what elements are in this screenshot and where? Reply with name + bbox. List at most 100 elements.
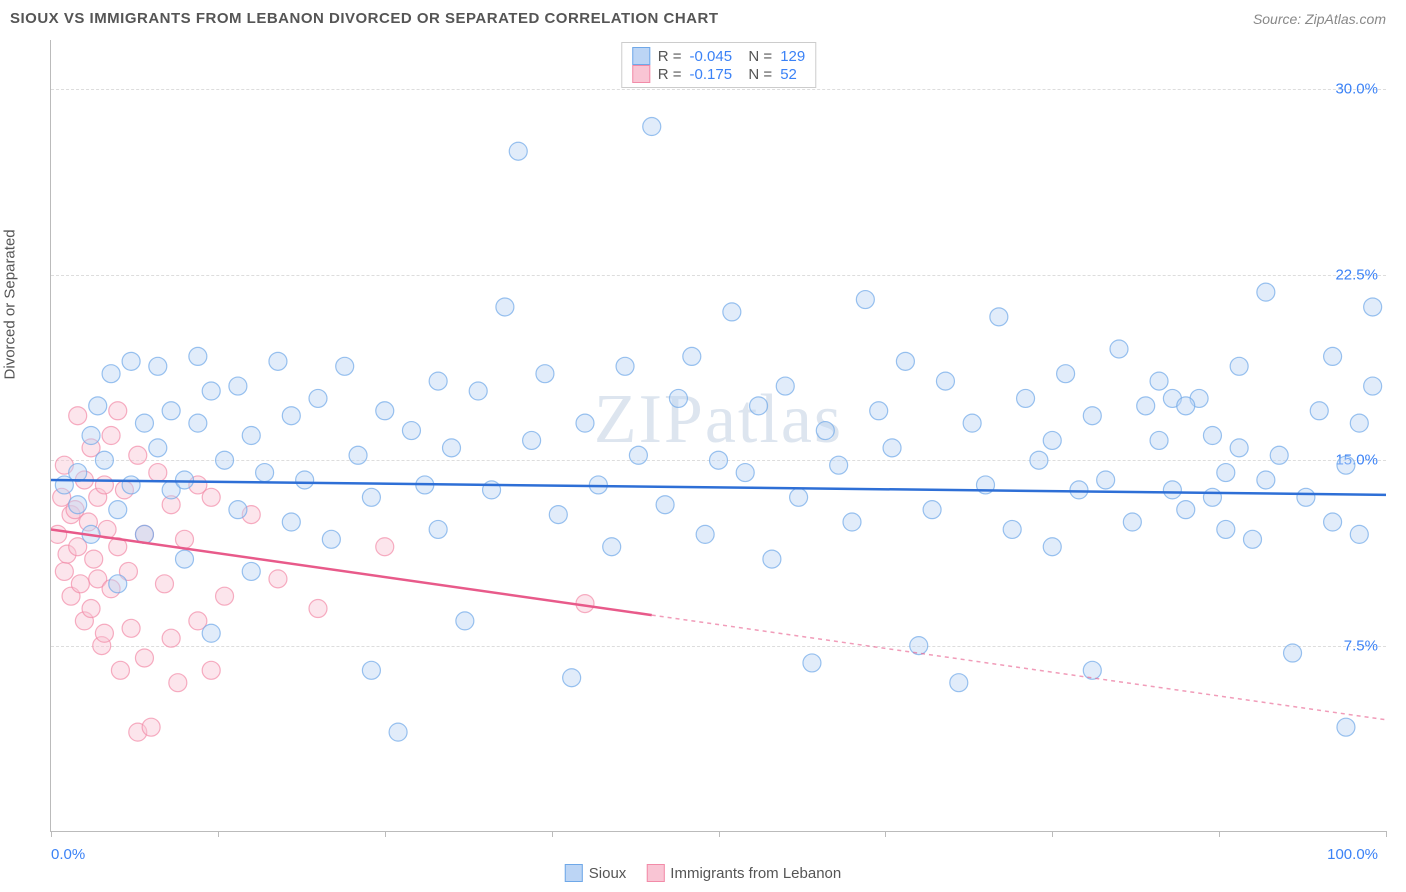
scatter-point (803, 654, 821, 672)
scatter-point (69, 496, 87, 514)
scatter-point (870, 402, 888, 420)
legend: 0.0% Sioux Immigrants from Lebanon (565, 864, 841, 882)
scatter-point (122, 619, 140, 637)
scatter-point (122, 476, 140, 494)
scatter-point (336, 357, 354, 375)
scatter-point (162, 402, 180, 420)
scatter-point (322, 530, 340, 548)
scatter-point (1083, 407, 1101, 425)
scatter-point (950, 674, 968, 692)
scatter-point (176, 530, 194, 548)
scatter-point (1324, 347, 1342, 365)
scatter-point (910, 637, 928, 655)
sioux-swatch-icon (565, 864, 583, 882)
scatter-point (1177, 397, 1195, 415)
scatter-point (109, 575, 127, 593)
scatter-point (723, 303, 741, 321)
scatter-point (376, 402, 394, 420)
scatter-point (1057, 365, 1075, 383)
scatter-point (1257, 471, 1275, 489)
sioux-swatch-icon (632, 47, 650, 65)
scatter-point (576, 414, 594, 432)
legend-item-sioux: Sioux (565, 864, 627, 882)
scatter-point (1017, 389, 1035, 407)
x-axis-end-label: 100.0% (1327, 846, 1378, 863)
x-tick-mark (1052, 831, 1053, 837)
lebanon-swatch-icon (632, 65, 650, 83)
source-label: Source: ZipAtlas.com (1253, 11, 1386, 27)
scatter-point (456, 612, 474, 630)
scatter-point (109, 501, 127, 519)
scatter-point (696, 525, 714, 543)
scatter-point (1270, 446, 1288, 464)
regression-line (51, 480, 1386, 495)
scatter-point (216, 451, 234, 469)
scatter-point (1150, 431, 1168, 449)
scatter-point (202, 661, 220, 679)
scatter-point (1310, 402, 1328, 420)
chart-title: SIOUX VS IMMIGRANTS FROM LEBANON DIVORCE… (10, 10, 719, 27)
scatter-point (149, 357, 167, 375)
scatter-point (963, 414, 981, 432)
lebanon-r-value: -0.175 (690, 66, 733, 83)
scatter-point (102, 365, 120, 383)
scatter-point (389, 723, 407, 741)
scatter-point (990, 308, 1008, 326)
scatter-point (790, 488, 808, 506)
r-label: R = (658, 66, 682, 83)
scatter-point (176, 471, 194, 489)
scatter-point (229, 501, 247, 519)
scatter-point (189, 414, 207, 432)
n-label: N = (740, 66, 772, 83)
scatter-point (362, 661, 380, 679)
x-tick-mark (385, 831, 386, 837)
scatter-point (51, 525, 67, 543)
scatter-point (736, 464, 754, 482)
scatter-point (603, 538, 621, 556)
regression-line (51, 529, 652, 615)
scatter-point (202, 488, 220, 506)
scatter-point (309, 389, 327, 407)
scatter-point (1297, 488, 1315, 506)
scatter-point (856, 291, 874, 309)
scatter-point (1097, 471, 1115, 489)
scatter-point (1230, 357, 1248, 375)
scatter-point (82, 600, 100, 618)
scatter-point (1364, 298, 1382, 316)
scatter-point (95, 476, 113, 494)
scatter-point (85, 550, 103, 568)
lebanon-n-value: 52 (780, 66, 797, 83)
legend-item-lebanon: Immigrants from Lebanon (646, 864, 841, 882)
scatter-point (616, 357, 634, 375)
scatter-point (362, 488, 380, 506)
sioux-n-value: 129 (780, 48, 805, 65)
scatter-point (69, 407, 87, 425)
scatter-point (1324, 513, 1342, 531)
scatter-point (149, 464, 167, 482)
scatter-point (176, 550, 194, 568)
scatter-point (669, 389, 687, 407)
scatter-point (229, 377, 247, 395)
scatter-point (629, 446, 647, 464)
x-tick-mark (885, 831, 886, 837)
scatter-point (1043, 431, 1061, 449)
scatter-point (309, 600, 327, 618)
scatter-point (1043, 538, 1061, 556)
x-axis-start-label: 0.0% (51, 846, 85, 863)
r-label: R = (658, 48, 682, 65)
scatter-point (443, 439, 461, 457)
scatter-point (896, 352, 914, 370)
scatter-point (129, 446, 147, 464)
scatter-point (1364, 377, 1382, 395)
scatter-point (282, 513, 300, 531)
scatter-point (549, 506, 567, 524)
x-tick-mark (552, 831, 553, 837)
scatter-point (296, 471, 314, 489)
scatter-point (135, 414, 153, 432)
scatter-point (202, 382, 220, 400)
scatter-point (402, 422, 420, 440)
scatter-point (349, 446, 367, 464)
scatter-point (242, 427, 260, 445)
scatter-point (656, 496, 674, 514)
scatter-point (111, 661, 129, 679)
